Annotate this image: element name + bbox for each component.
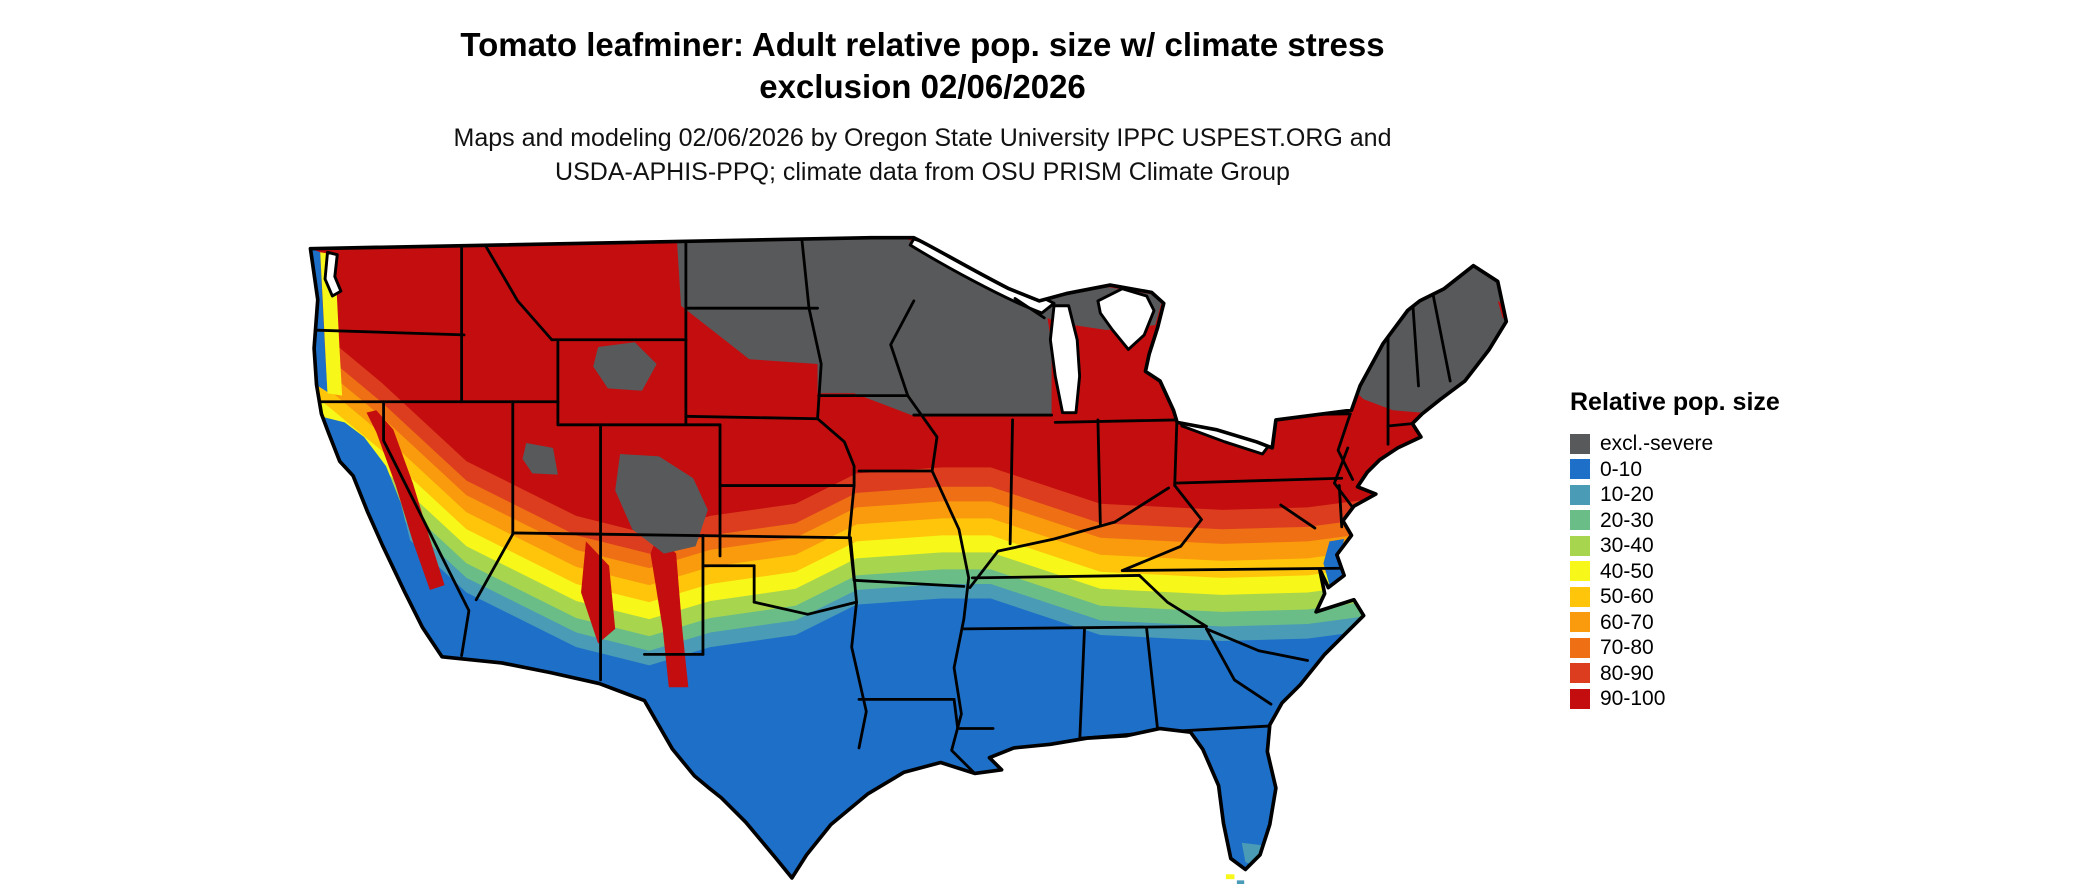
title-line-2: exclusion 02/06/2026 (759, 68, 1086, 106)
lake-ontario (1278, 383, 1351, 409)
legend-swatch (1570, 510, 1590, 531)
legend-label: 50-60 (1600, 585, 1654, 609)
legend-item-70-80: 70-80 (1570, 635, 1830, 661)
patch-new-mexico-red-finger (650, 534, 689, 688)
legend-item-50-60: 50-60 (1570, 584, 1830, 610)
legend-item-10-20: 10-20 (1570, 482, 1830, 508)
legend-swatch (1570, 535, 1590, 556)
legend-swatch (1570, 586, 1590, 607)
legend-item-80-90: 80-90 (1570, 661, 1830, 687)
figure-credits: Maps and modeling 02/06/2026 by Oregon S… (0, 122, 1845, 190)
gray-colorado-rockies (615, 453, 708, 554)
legend-title: Relative pop. size (1570, 388, 1780, 416)
gray-utah-mountains (522, 443, 558, 475)
legend-item-30-40: 30-40 (1570, 533, 1830, 559)
florida-keys-speck (1236, 880, 1245, 884)
legend-swatch (1570, 688, 1590, 709)
us-outline (308, 235, 1509, 880)
legend-swatch (1570, 663, 1590, 684)
gray-yellowstone (593, 342, 657, 391)
legend-item-60-70: 60-70 (1570, 610, 1830, 636)
credit-line-2: USDA-APHIS-PPQ; climate data from OSU PR… (555, 157, 1290, 186)
gray-upper-midwest (676, 237, 1052, 416)
legend-item-40-50: 40-50 (1570, 559, 1830, 585)
puget-sound (323, 250, 343, 298)
legend-item-excl: excl.-severe (1570, 431, 1830, 457)
title-line-1: Tomato leafminer: Adult relative pop. si… (460, 26, 1385, 63)
legend: Relative pop. size excl.-severe 0-10 10-20… (1570, 388, 1830, 712)
legend-label: 20-30 (1600, 508, 1654, 532)
legend-label: excl.-severe (1600, 432, 1714, 456)
legend-swatch (1570, 484, 1590, 505)
legend-swatch (1570, 459, 1590, 480)
legend-label: 0-10 (1600, 457, 1643, 481)
legend-label: 30-40 (1600, 534, 1654, 558)
legend-item-0-10: 0-10 (1570, 457, 1830, 483)
us-map-svg (308, 235, 1509, 884)
legend-items: excl.-severe 0-10 10-20 20-30 30-40 40-50 50-6… (1570, 431, 1830, 712)
legend-label: 70-80 (1600, 636, 1654, 660)
legend-label: 80-90 (1600, 661, 1654, 685)
lake-michigan (1048, 304, 1082, 415)
legend-label: 10-20 (1600, 483, 1654, 507)
us-map (308, 228, 1527, 884)
legend-swatch (1570, 561, 1590, 582)
legend-swatch (1570, 637, 1590, 658)
figure-title: Tomato leafminer: Adult relative pop. si… (0, 24, 1845, 108)
lake-huron (1096, 287, 1156, 351)
legend-item-20-30: 20-30 (1570, 508, 1830, 534)
legend-label: 90-100 (1600, 687, 1666, 711)
credit-line-1: Maps and modeling 02/06/2026 by Oregon S… (453, 124, 1392, 152)
legend-label: 40-50 (1600, 559, 1654, 583)
legend-swatch (1570, 612, 1590, 633)
legend-label: 60-70 (1600, 610, 1654, 634)
patch-california-valley-blue (321, 415, 443, 657)
florida-keys-speck (1225, 874, 1235, 880)
legend-swatch (1570, 433, 1590, 454)
patch-sierra-red (366, 410, 445, 591)
legend-item-90-100: 90-100 (1570, 686, 1830, 712)
patch-coast-range-yellow (320, 252, 343, 396)
